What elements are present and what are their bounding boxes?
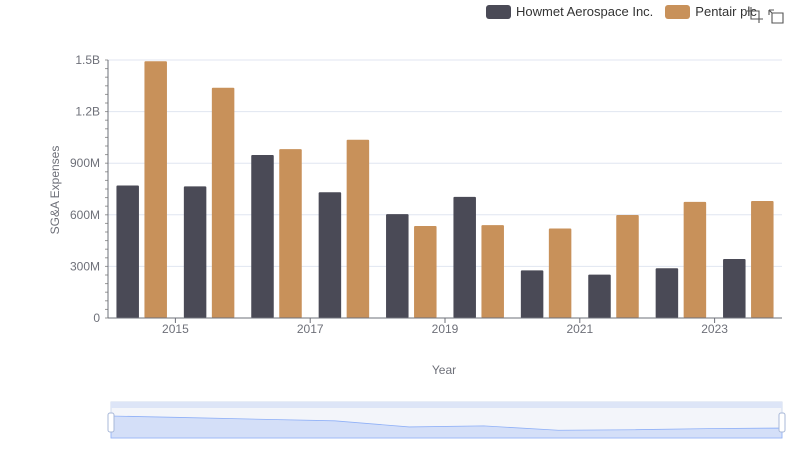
bar-howmet-2017[interactable] (318, 192, 342, 318)
bar-pentair-2015[interactable] (211, 87, 235, 318)
x-tick-label: 2017 (297, 322, 324, 336)
y-tick-label: 600M (70, 208, 100, 222)
zoom-select-icon[interactable] (746, 6, 764, 24)
chart-toolbar (746, 6, 790, 24)
zoom-handle-right[interactable] (778, 412, 786, 433)
bar-pentair-2019[interactable] (481, 225, 504, 318)
x-axis-title: Year (432, 363, 456, 377)
x-tick-label: 2019 (432, 322, 459, 336)
bar-howmet-2020[interactable] (520, 270, 544, 318)
bar-howmet-2022[interactable] (655, 268, 679, 318)
bar-pentair-2018[interactable] (414, 225, 437, 318)
legend-swatch-howmet (486, 4, 511, 19)
bar-pentair-2020[interactable] (548, 228, 572, 318)
legend-item-howmet[interactable]: Howmet Aerospace Inc. (486, 4, 653, 19)
bar-howmet-2018[interactable] (386, 214, 409, 318)
bar-pentair-2023[interactable] (751, 201, 774, 318)
bar-howmet-2023[interactable] (723, 259, 746, 318)
bar-pentair-2017[interactable] (346, 139, 370, 318)
zoom-reset-icon[interactable] (768, 6, 786, 24)
legend-label-howmet: Howmet Aerospace Inc. (516, 4, 654, 19)
bar-pentair-2022[interactable] (683, 201, 707, 318)
bar-howmet-2016[interactable] (251, 154, 274, 318)
zoom-handle-left[interactable] (107, 412, 115, 433)
y-tick-label: 0 (93, 311, 100, 325)
zoom-selected-bar[interactable] (111, 402, 782, 408)
bar-pentair-2021[interactable] (616, 214, 639, 318)
y-axis-title: SG&A Expenses (48, 146, 62, 235)
x-tick-label: 2015 (162, 322, 189, 336)
bar-howmet-2014[interactable] (116, 185, 139, 318)
bar-howmet-2019[interactable] (453, 196, 476, 318)
y-tick-label: 1.5B (75, 53, 100, 67)
y-tick-label: 300M (70, 259, 100, 273)
grid-lines (108, 59, 782, 267)
bar-pentair-2014[interactable] (144, 61, 167, 318)
axes: 0 300M 600M 900M 1.2B 1.5B 2015 2017 2019 2021 202… (70, 53, 782, 336)
zoom-preview-area (110, 415, 783, 439)
bar-howmet-2021[interactable] (588, 274, 611, 318)
legend-swatch-pentair (665, 4, 691, 19)
bar-series (116, 61, 774, 318)
data-zoom-slider[interactable] (107, 401, 786, 439)
bar-howmet-2015[interactable] (183, 186, 207, 318)
bar-pentair-2016[interactable] (279, 149, 302, 318)
y-tick-label: 1.2B (75, 105, 100, 119)
y-tick-label: 900M (70, 156, 100, 170)
legend-item-pentair[interactable]: Pentair plc (665, 4, 757, 19)
x-tick-label: 2021 (566, 322, 593, 336)
legend-label-pentair: Pentair plc (695, 4, 757, 19)
x-tick-label: 2023 (701, 322, 728, 336)
chart-legend: Howmet Aerospace Inc. Pentair plc (486, 4, 769, 19)
